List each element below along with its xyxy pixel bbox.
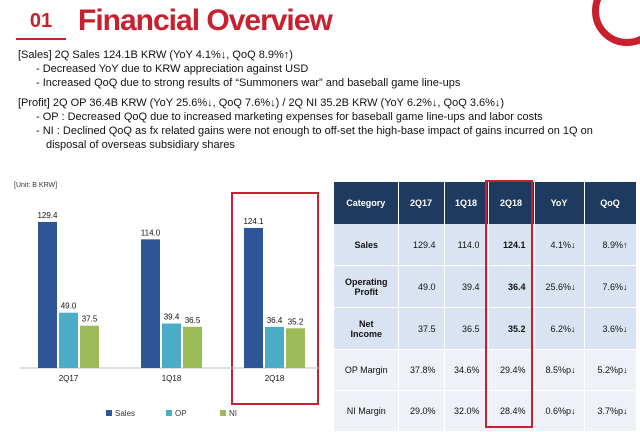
table-cell: 6.2%↓ (534, 307, 585, 350)
table-cell: 7.6%↓ (584, 265, 637, 308)
table-cell: 25.6%↓ (534, 265, 585, 308)
bar-sales-1q18 (141, 239, 160, 368)
table-header: Category (334, 182, 399, 224)
table-row: Sales 129.4 114.0 124.1 4.1%↓ 8.9%↑ (334, 224, 637, 266)
bar-op-2q17 (59, 312, 78, 368)
table-row: Operating Profit 49.0 39.4 36.4 25.6%↓ 7… (334, 265, 637, 308)
table-cell: 3.6%↓ (584, 307, 637, 350)
x-tick-label: 2Q17 (59, 374, 79, 383)
table-cell: 39.4 (444, 265, 489, 308)
table-cell: 32.0% (444, 390, 489, 432)
table-cell: 36.5 (444, 307, 489, 350)
table-cell: 114.0 (444, 224, 489, 266)
table-cell: 124.1 (488, 224, 535, 266)
financial-bar-chart: 129.4 49.0 37.5 2Q17 114.0 39.4 36.5 1Q18 124.1 3… (20, 192, 320, 418)
profit-bullet: - OP : Decreased QoQ due to increased ma… (36, 111, 543, 123)
financial-table: Category 2Q17 1Q18 2Q18 YoY QoQ Sales 12… (334, 182, 637, 432)
table-header: 1Q18 (444, 182, 489, 224)
table-cell: 49.0 (398, 265, 445, 308)
table-header-row: Category 2Q17 1Q18 2Q18 YoY QoQ (334, 182, 637, 224)
table-cell: 3.7%p↓ (584, 390, 637, 432)
bar-op-1q18 (162, 323, 181, 368)
sales-heading: [Sales] 2Q Sales 124.1B KRW (YoY 4.1%↓, … (18, 49, 293, 61)
table-row: OP Margin 37.8% 34.6% 29.4% 8.5%p↓ 5.2%p… (334, 349, 637, 391)
header: 01 Financial Overview (0, 0, 640, 46)
table-header: QoQ (584, 182, 637, 224)
table-cell: 29.4% (488, 349, 535, 391)
table-header: YoY (534, 182, 585, 224)
table-cell: 5.2%p↓ (584, 349, 637, 391)
legend-swatch-op (166, 410, 172, 416)
x-tick-label: 2Q18 (265, 374, 285, 383)
table-cell: 4.1%↓ (534, 224, 585, 266)
table-row: NI Margin 29.0% 32.0% 28.4% 0.6%p↓ 3.7%p… (334, 390, 637, 432)
sales-bullet: - Increased QoQ due to strong results of… (36, 77, 461, 89)
table-header: 2Q18 (488, 182, 535, 224)
bar-ni-1q18 (183, 326, 202, 368)
page-title: Financial Overview (78, 4, 333, 37)
legend-swatch-sales (106, 410, 112, 416)
sales-bullet: - Decreased YoY due to KRW appreciation … (36, 63, 309, 75)
data-label: 124.1 (243, 217, 264, 226)
table-cell-category: Net Income (334, 307, 399, 350)
table-cell-category: NI Margin (334, 390, 399, 432)
bar-ni-2q18 (286, 328, 305, 368)
bar-op-2q18 (265, 326, 284, 368)
table-cell: 8.9%↑ (584, 224, 637, 266)
table-cell: 34.6% (444, 349, 489, 391)
summary-bullets: [Sales] 2Q Sales 124.1B KRW (YoY 4.1%↓, … (18, 48, 636, 152)
table-cell: 129.4 (398, 224, 445, 266)
chart-highlight-box (231, 192, 319, 405)
bar-ni-2q17 (80, 325, 99, 368)
table-cell-category: Operating Profit (334, 265, 399, 308)
table-header: 2Q17 (398, 182, 445, 224)
data-label: 36.5 (185, 316, 201, 325)
table-row: Net Income 37.5 36.5 35.2 6.2%↓ 3.6%↓ (334, 307, 637, 350)
table-cell: 35.2 (488, 307, 535, 350)
table-cell: 37.5 (398, 307, 445, 350)
profit-heading: [Profit] 2Q OP 36.4B KRW (YoY 25.6%↓, Qo… (18, 97, 505, 109)
data-label: 39.4 (164, 313, 180, 322)
data-label: 129.4 (37, 211, 58, 220)
table-cell: 8.5%p↓ (534, 349, 585, 391)
legend-label-sales: Sales (115, 409, 135, 418)
table-cell: 37.8% (398, 349, 445, 391)
legend-swatch-ni (220, 410, 226, 416)
table-cell-category: Sales (334, 224, 399, 266)
data-label: 35.2 (288, 317, 304, 326)
table-cell-category: OP Margin (334, 349, 399, 391)
table-cell: 28.4% (488, 390, 535, 432)
table-cell: 36.4 (488, 265, 535, 308)
data-label: 36.4 (267, 316, 283, 325)
legend-label-ni: NI (229, 409, 237, 418)
bar-sales-2q18 (244, 227, 263, 368)
section-number: 01 (16, 4, 66, 40)
profit-bullet: - NI : Declined QoQ as fx related gains … (36, 125, 593, 151)
bar-sales-2q17 (38, 221, 57, 368)
data-label: 37.5 (82, 315, 98, 324)
data-label: 49.0 (61, 302, 77, 311)
table-cell: 29.0% (398, 390, 445, 432)
legend-label-op: OP (175, 409, 187, 418)
unit-label: [Unit: B KRW] (14, 182, 58, 189)
data-label: 114.0 (141, 228, 161, 237)
x-tick-label: 1Q18 (162, 374, 182, 383)
table-cell: 0.6%p↓ (534, 390, 585, 432)
brand-ring-icon (592, 0, 640, 46)
